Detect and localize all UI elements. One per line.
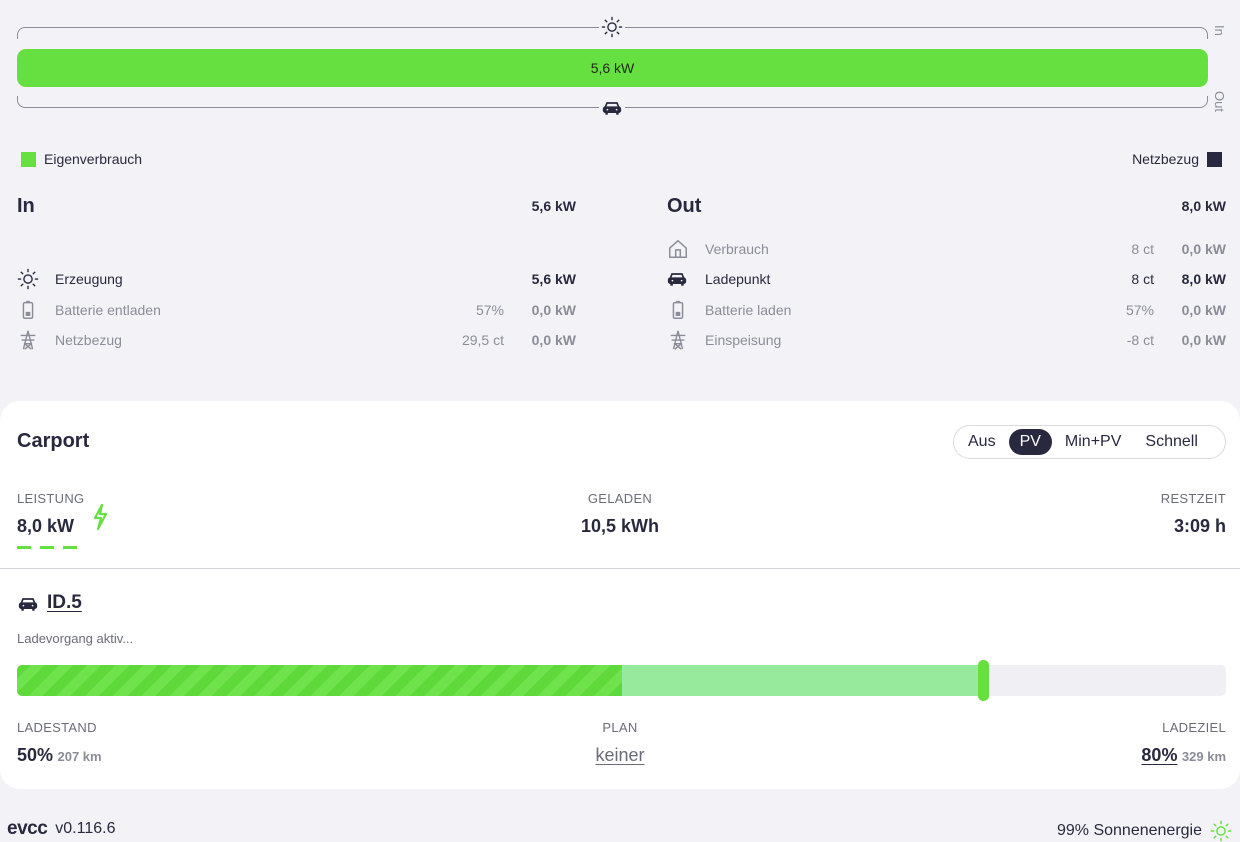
out-title: Out [667, 194, 702, 217]
charged-value: 10,5 kWh [580, 516, 660, 536]
loadpoint-card: Carport Aus PV Min+PV Schnell LEISTUNG 8… [0, 401, 1240, 789]
legend-grid-import: Netzbezug [1132, 151, 1222, 167]
flow-bar-value: 5,6 kW [590, 60, 635, 76]
legend-self-consumption-label: Eigenverbrauch [44, 151, 143, 167]
mode-off-button[interactable]: Aus [968, 433, 996, 450]
grid-import-swatch [1207, 151, 1222, 167]
phase-indicator [40, 546, 54, 549]
remaining-label: RESTZEIT [1160, 491, 1226, 506]
phase-indicator [63, 546, 77, 549]
in-row-battery-discharge[interactable]: Batterie entladen 57% 0,0 kW [17, 299, 576, 321]
grid-tower-icon [17, 329, 41, 351]
out-row-price: 57% [1125, 302, 1154, 318]
vehicle-status: Ladevorgang aktiv... [17, 631, 134, 646]
plan-label: PLAN [602, 720, 638, 735]
in-row-label: Netzbezug [55, 332, 122, 348]
target-soc-link[interactable]: 80% [1141, 745, 1178, 765]
in-row-power: 5,6 kW [531, 271, 576, 287]
in-row-label: Erzeugung [55, 271, 123, 287]
legend-self-consumption: Eigenverbrauch [21, 151, 142, 167]
plan-link[interactable]: keiner [595, 745, 645, 765]
out-row-label: Verbrauch [705, 241, 769, 257]
soc-label: LADESTAND [17, 720, 97, 735]
self-consumption-bar[interactable]: 5,6 kW [17, 49, 1208, 87]
battery-icon [667, 299, 691, 321]
in-row-label: Batterie entladen [55, 302, 161, 318]
phase-indicator [17, 546, 31, 549]
out-row-feed-in[interactable]: Einspeisung -8 ct 0,0 kW [667, 329, 1226, 351]
evcc-logo[interactable]: evcc [7, 818, 48, 840]
out-row-price: -8 ct [1126, 332, 1154, 348]
in-title: In [17, 194, 35, 217]
in-header: In 5,6 kW [17, 193, 576, 219]
soc-value-group: 50% 207 km [17, 745, 102, 766]
out-total: 8,0 kW [1181, 198, 1226, 214]
out-header: Out 8,0 kW [667, 193, 1226, 219]
target-label: LADEZIEL [1162, 720, 1226, 735]
soc-bar[interactable] [17, 665, 1226, 696]
energy-flow: 5,6 kW [17, 0, 1208, 120]
flow-out-label: Out [1212, 91, 1227, 112]
in-row-grid-import[interactable]: Netzbezug 29,5 ct 0,0 kW [17, 329, 576, 351]
legend-grid-import-label: Netzbezug [1132, 151, 1199, 167]
grid-tower-icon [667, 329, 691, 351]
vehicle-name-link[interactable]: ID.5 [47, 592, 82, 613]
divider [0, 568, 1240, 569]
battery-icon [17, 299, 41, 321]
in-row-generation[interactable]: Erzeugung 5,6 kW [17, 268, 576, 290]
out-row-power: 8,0 kW [1181, 271, 1226, 287]
out-row-power: 0,0 kW [1181, 241, 1226, 257]
footer-brand: evcc v0.116.6 [7, 818, 115, 840]
mode-minpv-button[interactable]: Min+PV [1064, 433, 1122, 450]
solar-share-text: 99% Sonnenenergie [1056, 822, 1202, 839]
soc-value: 50% [17, 745, 54, 765]
out-row-label: Ladepunkt [705, 271, 771, 287]
out-column: Out 8,0 kW Verbrauch 8 ct 0,0 kW Ladepun… [667, 193, 1226, 350]
in-row-price: 29,5 ct [461, 332, 504, 348]
mode-pv-button[interactable]: PV [1008, 429, 1052, 455]
loadpoint-title: Carport [17, 430, 90, 452]
sun-icon [1210, 820, 1232, 842]
soc-plan-fill [621, 665, 985, 696]
out-row-power: 0,0 kW [1181, 302, 1226, 318]
sun-icon [17, 268, 41, 290]
soc-range: 207 km [57, 749, 102, 764]
power-value: 8,0 kW [17, 516, 75, 536]
car-icon [667, 268, 691, 290]
in-row-power: 0,0 kW [531, 302, 576, 318]
sun-icon [599, 16, 625, 38]
self-consumption-swatch [21, 151, 36, 167]
out-row-consumption[interactable]: Verbrauch 8 ct 0,0 kW [667, 238, 1226, 260]
charged-label: GELADEN [587, 491, 653, 506]
in-row-price: 57% [475, 302, 504, 318]
soc-fill [17, 665, 622, 696]
target-range: 329 km [1181, 749, 1226, 764]
logo-text: evcc [7, 818, 48, 839]
out-row-label: Einspeisung [705, 332, 782, 348]
target-soc-handle[interactable] [978, 660, 990, 701]
mode-fast-button[interactable]: Schnell [1145, 433, 1198, 450]
remaining-value: 3:09 h [1173, 516, 1226, 536]
house-icon [667, 238, 691, 260]
in-total: 5,6 kW [531, 198, 576, 214]
flow-in-label: In [1212, 25, 1227, 36]
mode-selector: Aus PV Min+PV Schnell [953, 425, 1226, 459]
in-column: In 5,6 kW Erzeugung 5,6 kW [17, 193, 576, 350]
out-row-label: Batterie laden [705, 302, 792, 318]
power-label: LEISTUNG [17, 491, 85, 506]
out-row-price: 8 ct [1131, 271, 1154, 287]
car-icon [599, 97, 625, 119]
lightning-icon [91, 503, 109, 531]
out-row-power: 0,0 kW [1181, 332, 1226, 348]
version[interactable]: v0.116.6 [55, 820, 116, 837]
target-value-group: 80% 329 km [1141, 745, 1226, 766]
solar-share[interactable]: 99% Sonnenenergie [1057, 820, 1232, 842]
out-row-price: 8 ct [1131, 241, 1154, 257]
out-row-loadpoint[interactable]: Ladepunkt 8 ct 8,0 kW [667, 268, 1226, 290]
car-icon [18, 596, 38, 612]
in-row-power: 0,0 kW [531, 332, 576, 348]
out-row-battery-charge[interactable]: Batterie laden 57% 0,0 kW [667, 299, 1226, 321]
